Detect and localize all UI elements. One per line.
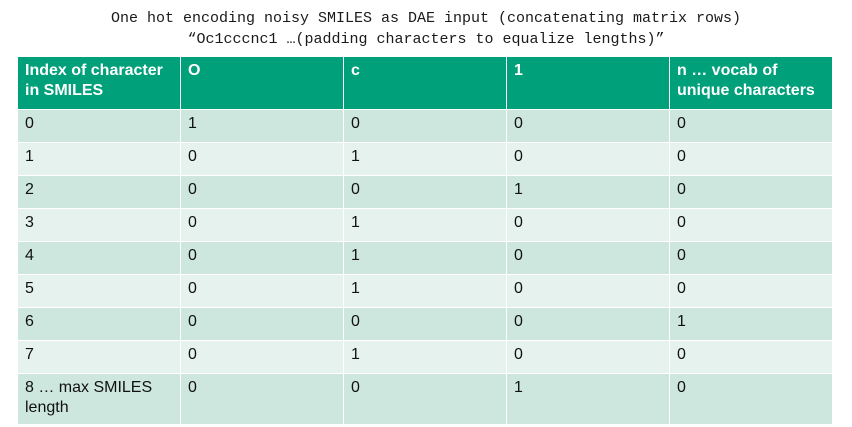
table-cell: 0 — [506, 142, 670, 176]
table-cell: 0 — [669, 208, 833, 242]
table-cell: 1 — [343, 142, 507, 176]
column-header-1: 1 — [506, 56, 670, 110]
table-row: 0 1 0 0 0 — [17, 109, 833, 143]
table-cell: 0 — [180, 340, 344, 374]
table-cell: 0 — [669, 274, 833, 308]
table-cell: 1 — [17, 142, 181, 176]
table-row: 2 0 0 1 0 — [17, 175, 833, 209]
table-cell: 0 — [506, 307, 670, 341]
table-cell: 1 — [180, 109, 344, 143]
table-cell: 0 — [180, 274, 344, 308]
table-cell: 0 — [506, 109, 670, 143]
table-cell: 4 — [17, 241, 181, 275]
table-cell: 0 — [180, 175, 344, 209]
table-cell: 0 — [343, 373, 507, 425]
table-cell: 1 — [343, 208, 507, 242]
table-cell: 2 — [17, 175, 181, 209]
table-cell: 0 — [669, 109, 833, 143]
table-cell: 0 — [343, 109, 507, 143]
table-cell: 0 — [180, 208, 344, 242]
table-row: 4 0 1 0 0 — [17, 241, 833, 275]
table-cell: 0 — [180, 142, 344, 176]
table-cell: 0 — [506, 340, 670, 374]
table-cell: 0 — [180, 241, 344, 275]
table-cell: 0 — [506, 274, 670, 308]
one-hot-table: Index of character in SMILES O c 1 n … v… — [17, 56, 833, 425]
caption-line-1: One hot encoding noisy SMILES as DAE inp… — [110, 10, 742, 27]
table-row: 1 0 1 0 0 — [17, 142, 833, 176]
table-cell: 1 — [343, 274, 507, 308]
table-row: 8 … max SMILES length 0 0 1 0 — [17, 373, 833, 425]
table-cell: 0 — [669, 340, 833, 374]
table-cell: 0 — [669, 241, 833, 275]
table-cell: 0 — [17, 109, 181, 143]
table-cell: 1 — [343, 241, 507, 275]
table-cell: 0 — [343, 175, 507, 209]
table-cell: 0 — [506, 241, 670, 275]
table-cell: 0 — [180, 307, 344, 341]
table-cell: 0 — [669, 142, 833, 176]
table-cell: 6 — [17, 307, 181, 341]
table-cell: 8 … max SMILES length — [17, 373, 181, 425]
table-row: 7 0 1 0 0 — [17, 340, 833, 374]
table-row: 6 0 0 0 1 — [17, 307, 833, 341]
caption-line-2: “Oc1cccnc1 …(padding characters to equal… — [187, 31, 665, 48]
column-header-index: Index of character in SMILES — [17, 56, 181, 110]
column-header-vocab: n … vocab of unique characters — [669, 56, 833, 110]
table-cell: 0 — [343, 307, 507, 341]
table-cell: 5 — [17, 274, 181, 308]
column-header-O: O — [180, 56, 344, 110]
table-row: 3 0 1 0 0 — [17, 208, 833, 242]
table-cell: 1 — [343, 340, 507, 374]
table-cell: 1 — [669, 307, 833, 341]
table-cell: 1 — [506, 175, 670, 209]
table-row: 5 0 1 0 0 — [17, 274, 833, 308]
column-header-c: c — [343, 56, 507, 110]
table-cell: 0 — [669, 373, 833, 425]
table-cell: 0 — [180, 373, 344, 425]
table-cell: 3 — [17, 208, 181, 242]
table-header-row: Index of character in SMILES O c 1 n … v… — [17, 56, 833, 110]
table-cell: 7 — [17, 340, 181, 374]
table-cell: 1 — [506, 373, 670, 425]
table-cell: 0 — [506, 208, 670, 242]
table-cell: 0 — [669, 175, 833, 209]
